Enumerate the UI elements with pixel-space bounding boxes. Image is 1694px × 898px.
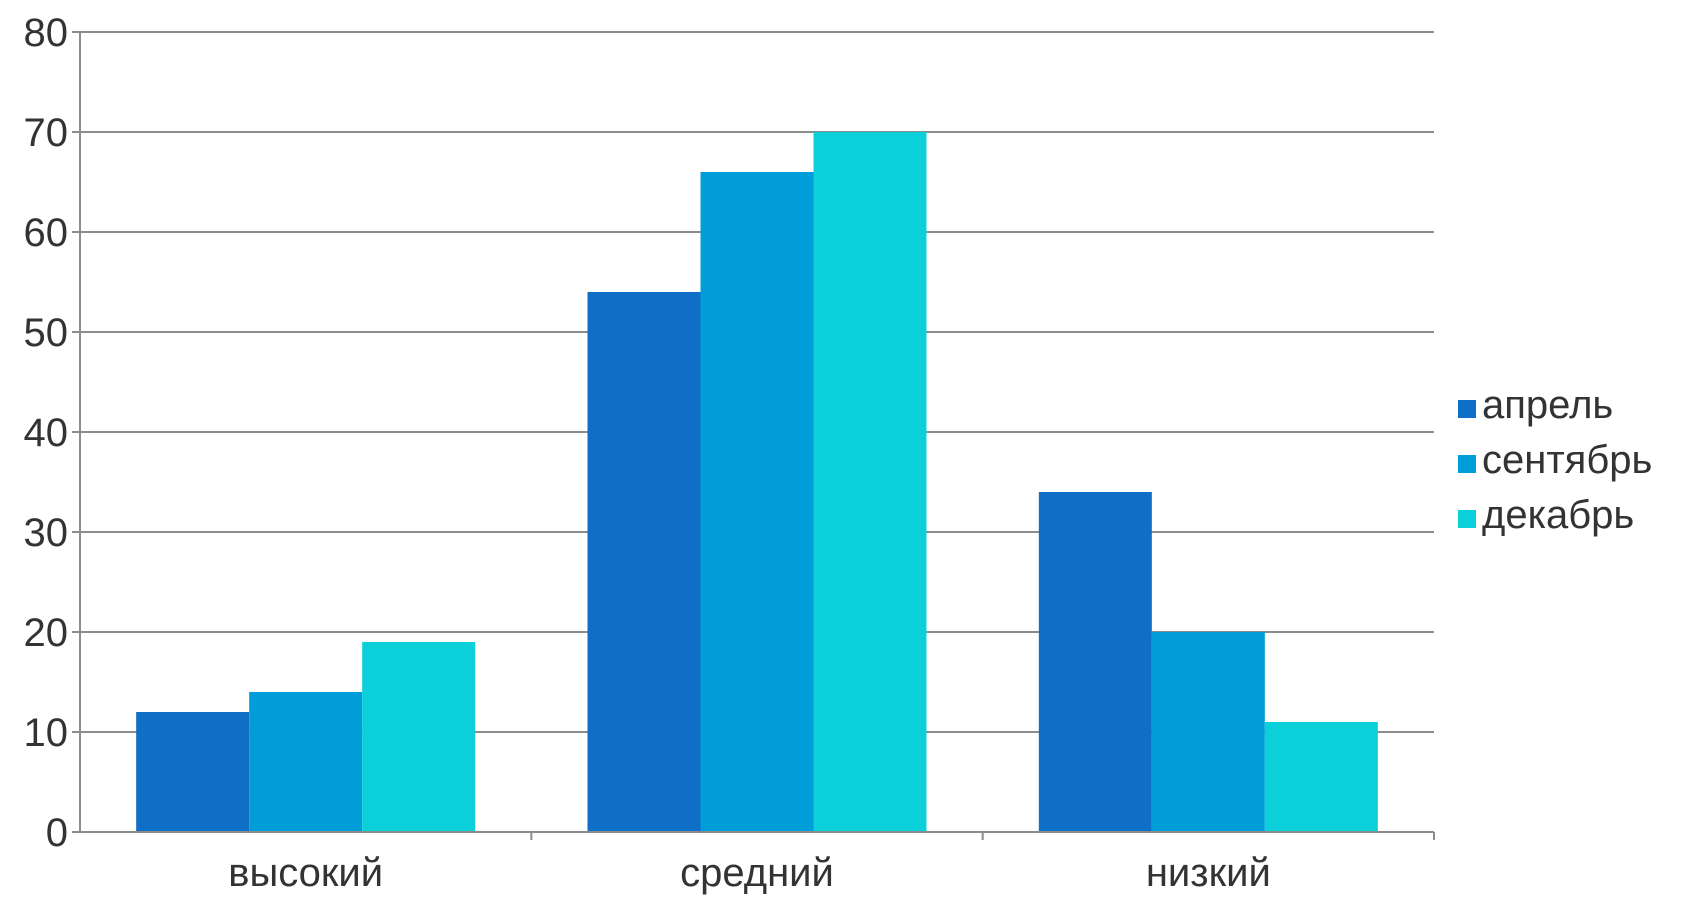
axes: [72, 31, 1435, 840]
x-category-label: низкий: [1146, 851, 1271, 895]
y-tick-label: 40: [24, 411, 69, 455]
bar-сентябрь-низкий: [1151, 632, 1265, 832]
legend-label: декабрь: [1482, 493, 1634, 537]
legend-label: сентябрь: [1482, 438, 1652, 482]
legend-swatch: [1458, 510, 1476, 528]
bar-апрель-средний: [587, 292, 701, 832]
x-category-label: средний: [680, 851, 834, 895]
legend-label: апрель: [1482, 383, 1613, 427]
bar-апрель-низкий: [1038, 492, 1152, 832]
bar-декабрь-высокий: [362, 642, 476, 832]
x-axis-category-labels: высокий средний низкий: [228, 851, 1271, 895]
y-tick-label: 60: [24, 211, 69, 255]
bar-апрель-высокий: [136, 712, 250, 832]
y-tick-label: 10: [24, 711, 69, 755]
y-tick-label: 50: [24, 311, 69, 355]
y-tick-label: 80: [24, 11, 69, 55]
bar-декабрь-средний: [813, 132, 927, 832]
x-category-label: высокий: [228, 851, 383, 895]
legend: апрель сентябрь декабрь: [1458, 383, 1652, 537]
legend-swatch: [1458, 400, 1476, 418]
y-tick-label: 70: [24, 111, 69, 155]
legend-swatch: [1458, 455, 1476, 473]
bar-декабрь-низкий: [1264, 722, 1378, 832]
y-axis-tick-labels: 0 10 20 30 40 50 60 70 80: [24, 11, 69, 855]
bars: [136, 132, 1378, 832]
bar-сентябрь-средний: [700, 172, 814, 832]
y-tick-label: 30: [24, 511, 69, 555]
y-tick-label: 20: [24, 611, 69, 655]
bar-сентябрь-высокий: [249, 692, 363, 832]
y-tick-label: 0: [46, 811, 68, 855]
